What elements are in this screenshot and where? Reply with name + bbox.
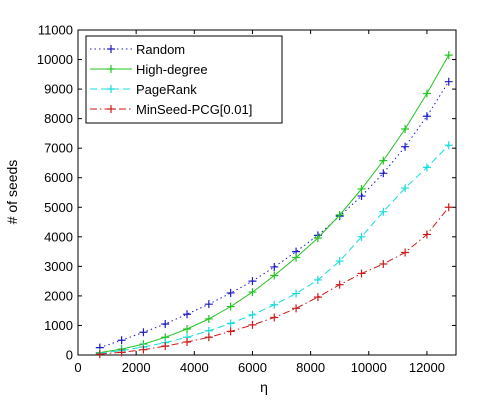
x-tick-label: 10000 — [351, 360, 387, 375]
legend-label: PageRank — [136, 82, 197, 97]
data-point — [248, 310, 257, 319]
x-tick-label: 4000 — [180, 360, 209, 375]
data-point — [401, 142, 410, 151]
data-point — [183, 338, 192, 346]
legend-label: Random — [136, 42, 185, 57]
data-point — [357, 269, 366, 278]
y-tick-label: 10000 — [37, 52, 73, 67]
data-point — [226, 302, 235, 311]
y-tick-label: 1000 — [44, 318, 73, 333]
legend-marker — [107, 85, 115, 93]
data-point — [270, 300, 279, 309]
data-point — [248, 277, 257, 286]
y-tick-label: 11000 — [38, 23, 73, 38]
data-point — [204, 333, 213, 342]
data-point — [292, 289, 301, 298]
legend-marker — [107, 105, 115, 113]
data-point — [270, 271, 279, 280]
data-point — [444, 77, 453, 86]
x-tick-label: 0 — [74, 360, 81, 375]
data-point — [313, 293, 322, 302]
legend: Random High-degree PageRank MinSeed-PCG[0.0… — [85, 35, 283, 124]
data-point — [444, 51, 453, 60]
series-3 — [95, 203, 453, 359]
data-point — [379, 169, 388, 178]
data-point — [248, 320, 257, 329]
data-point — [422, 89, 431, 98]
data-point — [379, 260, 388, 268]
data-point — [204, 300, 213, 309]
data-point — [226, 327, 235, 336]
data-point — [401, 248, 410, 257]
data-point — [444, 203, 453, 212]
data-point — [183, 310, 192, 319]
data-point — [422, 163, 431, 172]
data-point — [335, 210, 344, 219]
data-point — [422, 112, 431, 121]
data-point — [226, 319, 235, 328]
data-point — [139, 328, 148, 337]
data-point — [379, 207, 388, 216]
data-point — [313, 234, 322, 242]
x-tick-label: 8000 — [296, 360, 325, 375]
x-axis: 0 2000 4000 6000 8000 10000 12000 — [74, 30, 445, 375]
y-tick-label: 4000 — [44, 229, 73, 244]
legend-marker — [107, 65, 115, 73]
data-point — [335, 280, 344, 289]
y-tick-label: 8000 — [44, 111, 73, 126]
data-point — [270, 262, 279, 271]
data-point — [357, 192, 366, 201]
y-tick-label: 2000 — [44, 288, 73, 303]
x-tick-label: 2000 — [122, 360, 151, 375]
data-point — [357, 184, 366, 193]
data-point — [292, 253, 301, 262]
legend-label: MinSeed-PCG[0.01] — [136, 102, 252, 117]
data-point — [117, 336, 126, 345]
y-tick-label: 9000 — [44, 82, 73, 97]
legend-box — [85, 35, 283, 124]
data-point — [444, 141, 453, 150]
y-tick-label: 6000 — [44, 170, 73, 185]
data-point — [292, 304, 301, 313]
data-point — [183, 325, 192, 333]
data-point — [226, 288, 235, 297]
x-axis-label: η — [260, 379, 268, 395]
data-point — [335, 257, 344, 266]
y-tick-label: 5000 — [44, 200, 73, 215]
series-layer — [95, 51, 453, 359]
data-point — [161, 342, 170, 351]
y-tick-label: 0 — [66, 348, 73, 363]
data-point — [117, 348, 126, 357]
legend-marker — [107, 45, 115, 53]
y-tick-label: 3000 — [44, 259, 73, 274]
data-point — [161, 319, 170, 328]
data-point — [95, 350, 104, 359]
x-tick-label: 6000 — [238, 360, 267, 375]
data-point — [248, 288, 257, 297]
series-1 — [95, 51, 453, 357]
legend-label: High-degree — [136, 62, 208, 77]
x-tick-label: 12000 — [409, 360, 445, 375]
data-point — [422, 230, 431, 239]
data-point — [379, 156, 388, 165]
y-axis-label: # of seeds — [4, 160, 20, 225]
data-point — [401, 124, 410, 133]
y-axis: 0 1000 2000 3000 4000 5000 6000 7000 8000 9000 100… — [37, 23, 456, 363]
data-point — [401, 184, 410, 193]
data-point — [357, 232, 366, 241]
data-point — [139, 345, 148, 354]
data-point — [313, 275, 322, 284]
data-point — [204, 314, 213, 323]
y-tick-label: 7000 — [44, 141, 73, 156]
data-point — [270, 313, 279, 322]
